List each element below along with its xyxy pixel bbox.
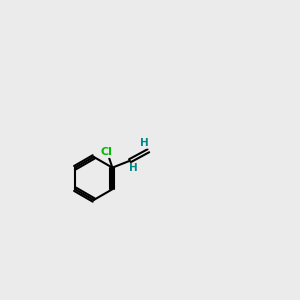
Text: H: H — [140, 138, 149, 148]
Text: H: H — [129, 164, 138, 173]
Text: Cl: Cl — [100, 147, 112, 157]
